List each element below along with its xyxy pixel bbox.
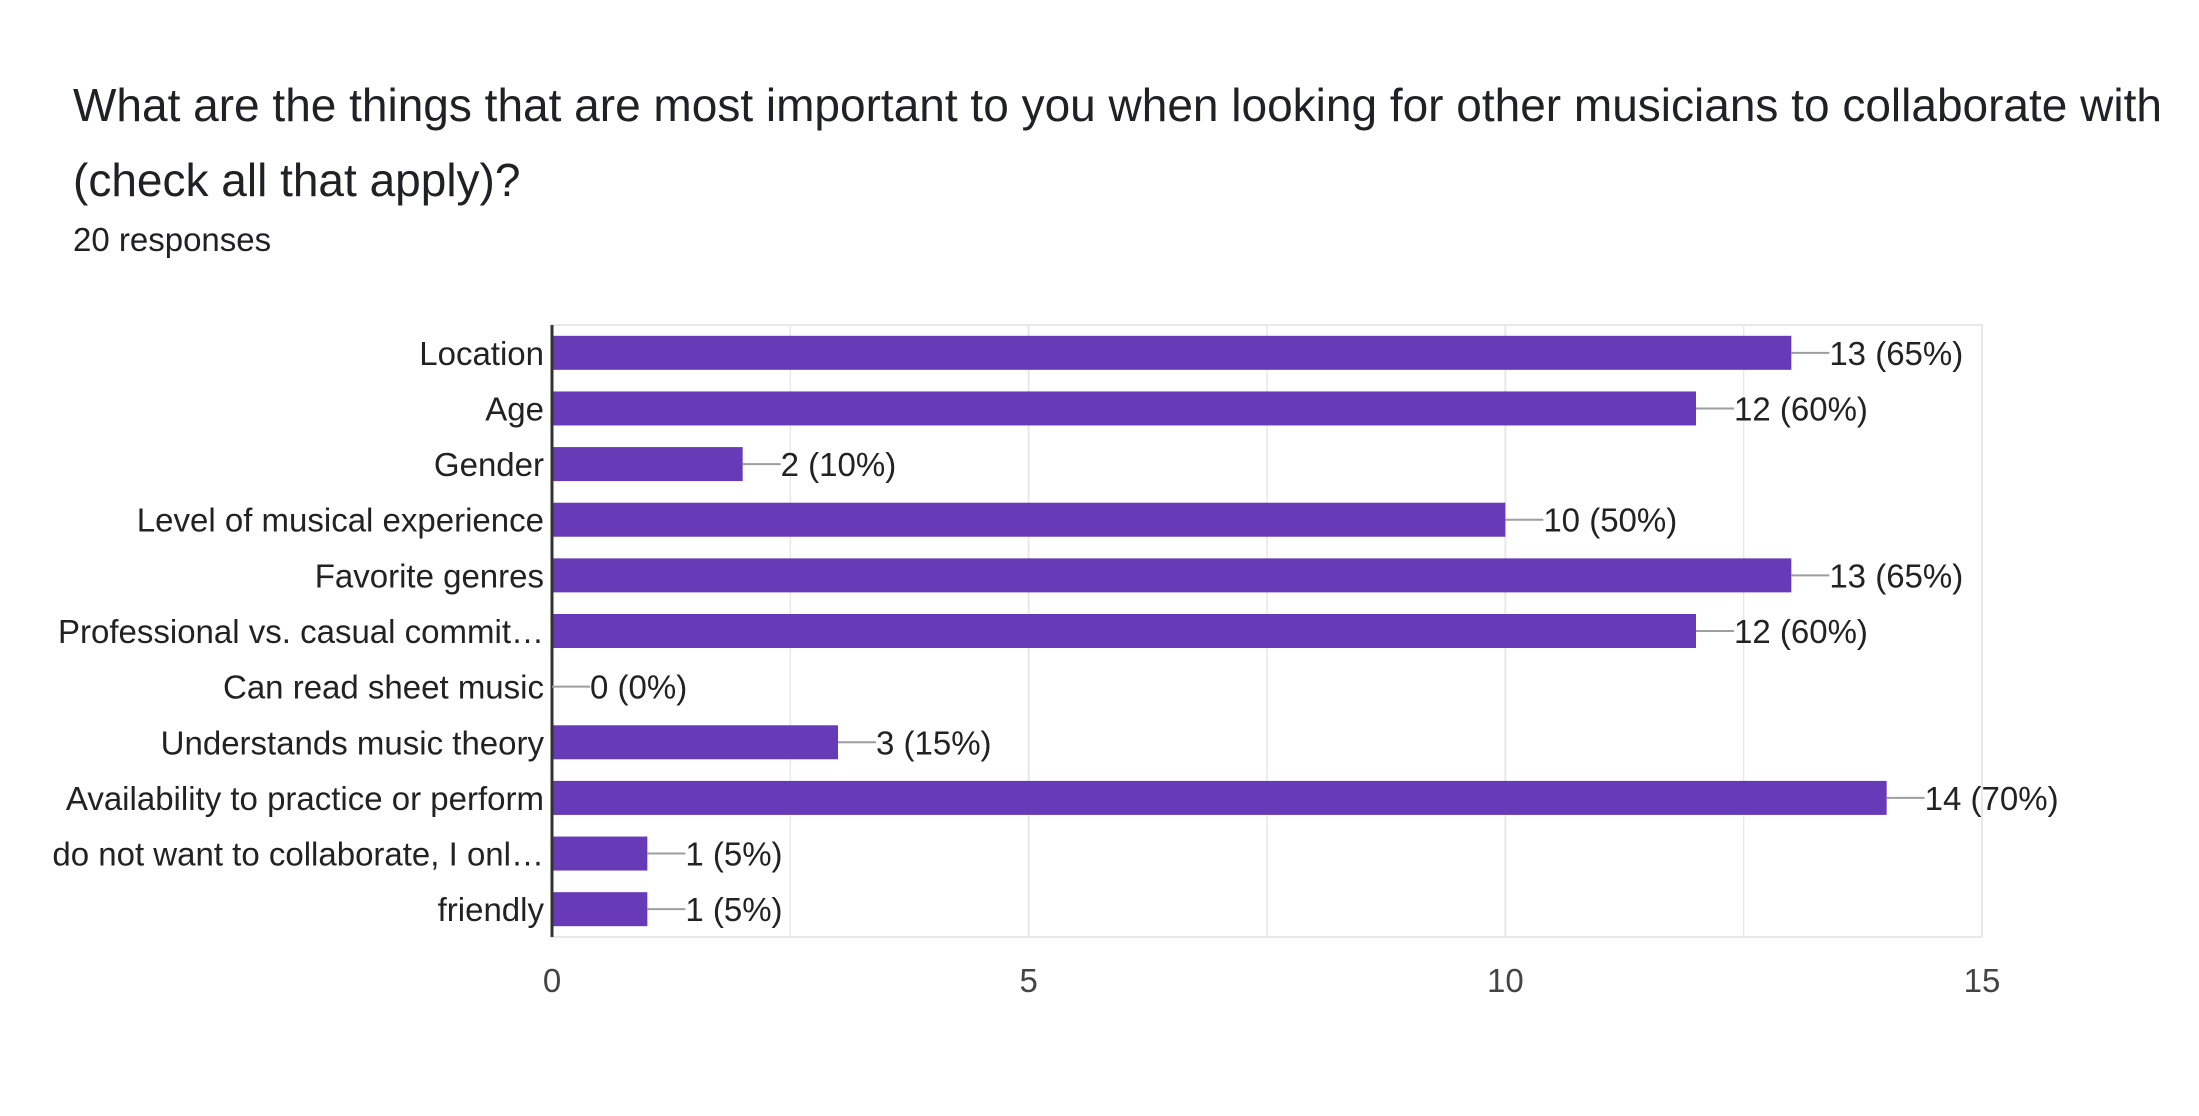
category-label: Can read sheet music [223,669,544,706]
category-label: Level of musical experience [137,502,544,539]
bar [552,558,1792,593]
response-count: 20 responses [73,221,272,258]
bar [552,836,648,871]
bars [552,335,1887,927]
bar [552,614,1696,648]
category-label: Gender [434,446,544,483]
bar [552,780,1887,815]
x-tick-label: 15 [1964,962,2001,999]
data-label: 13 (65%) [1829,335,1963,372]
data-label: 14 (70%) [1925,780,2059,817]
data-label: 1 (5%) [685,891,782,928]
data-label: 12 (60%) [1734,390,1868,427]
x-tick-label: 5 [1019,962,1037,999]
bar [552,335,1792,370]
data-label: 3 (15%) [876,724,992,761]
data-label: 1 (5%) [685,836,782,873]
category-label: Understands music theory [161,724,545,761]
category-label: Favorite genres [315,557,544,594]
bar [552,892,648,927]
bar [552,502,1506,537]
data-label: 12 (60%) [1734,613,1868,650]
data-label: 13 (65%) [1829,557,1963,594]
bar [552,391,1696,426]
category-label: Availability to practice or perform [66,780,544,817]
data-label: 10 (50%) [1543,502,1677,539]
x-tick-label: 0 [543,962,561,999]
bar [552,725,838,760]
data-label: 0 (0%) [590,669,687,706]
category-label: friendly [438,891,545,928]
category-label: Location [419,335,544,372]
data-label: 2 (10%) [781,446,897,483]
labels: 0 5 10 15 Location 13 (65%) Age 12 (60%) Gender 2… [52,335,2058,999]
category-label: do not want to collaborate, I onl… [52,836,544,873]
bar [552,447,743,482]
x-tick-label: 10 [1487,962,1524,999]
category-label: Age [485,390,544,427]
category-label: Professional vs. casual commit… [58,613,544,650]
question-title: What are the things that are most import… [73,79,2162,206]
